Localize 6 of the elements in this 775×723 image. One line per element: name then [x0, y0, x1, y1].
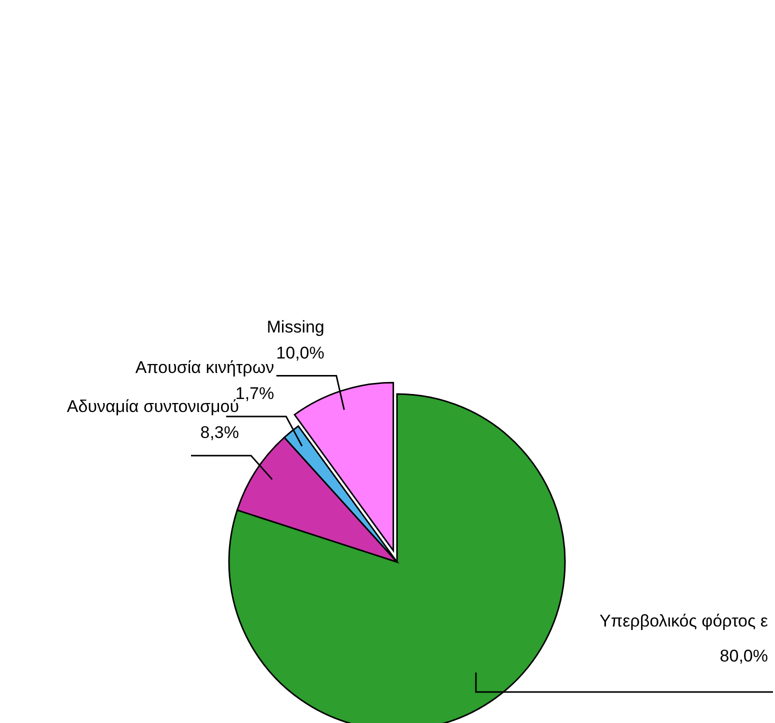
slice-label: Υπερβολικός φόρτος ε: [600, 611, 768, 630]
data-label: 8,3%: [200, 423, 240, 442]
data-label: 10,0%: [276, 343, 324, 362]
slice-label: Απουσία κινήτρων: [135, 358, 274, 378]
data-label: 80,0%: [720, 646, 768, 666]
slice-label: Missing: [266, 317, 324, 336]
